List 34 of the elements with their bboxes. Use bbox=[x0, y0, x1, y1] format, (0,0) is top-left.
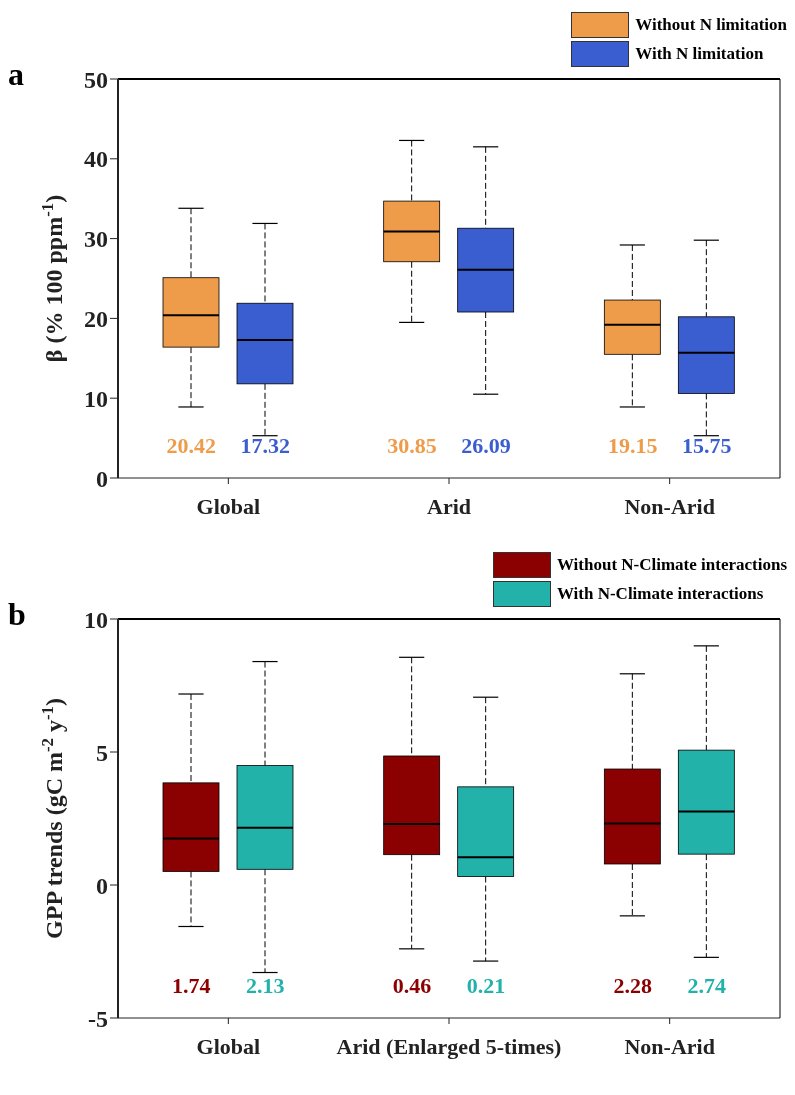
legend-label: Without N-Climate interactions bbox=[556, 555, 787, 575]
y-tick-label: 20 bbox=[84, 305, 108, 332]
y-tick-label: 10 bbox=[84, 385, 108, 412]
x-tick-label: Non-Arid bbox=[624, 1033, 715, 1059]
x-tick-label: Global bbox=[196, 493, 261, 519]
x-tick-label: Non-Arid bbox=[624, 493, 715, 519]
y-tick-label: -5 bbox=[88, 1005, 108, 1032]
annotation: 19.15 bbox=[607, 433, 658, 459]
annotation: 0.21 bbox=[466, 973, 506, 999]
x-tick-label: Arid bbox=[427, 493, 471, 519]
x-tick-label: Global bbox=[196, 1033, 261, 1059]
annotation: 2.13 bbox=[246, 973, 285, 999]
chart-title: b bbox=[8, 596, 26, 633]
annotation: 2.28 bbox=[613, 973, 652, 999]
annotation: 0.46 bbox=[392, 973, 432, 999]
annotation: 15.75 bbox=[681, 433, 732, 459]
annotation: 2.74 bbox=[687, 973, 726, 999]
annotation: 26.09 bbox=[461, 433, 511, 459]
legend-label: Without N limitation bbox=[635, 15, 787, 35]
x-tick-label: Arid (Enlarged 5-times) bbox=[336, 1033, 562, 1059]
chart-title: a bbox=[8, 56, 24, 93]
y-tick-label: 0 bbox=[96, 465, 108, 492]
y-tick-label: 10 bbox=[84, 606, 108, 633]
y-tick-label: 50 bbox=[84, 66, 108, 93]
y-tick-label: 40 bbox=[84, 146, 108, 173]
y-tick-label: 0 bbox=[96, 872, 108, 899]
legend-label: With N limitation bbox=[635, 44, 764, 64]
y-tick-label: 5 bbox=[96, 739, 108, 766]
legend-label: With N-Climate interactions bbox=[556, 584, 764, 604]
y-tick-label: 30 bbox=[84, 226, 108, 253]
annotation: 17.32 bbox=[240, 433, 291, 459]
annotation: 30.85 bbox=[387, 433, 437, 459]
annotation: 20.42 bbox=[166, 433, 217, 459]
annotation: 1.74 bbox=[172, 973, 211, 999]
